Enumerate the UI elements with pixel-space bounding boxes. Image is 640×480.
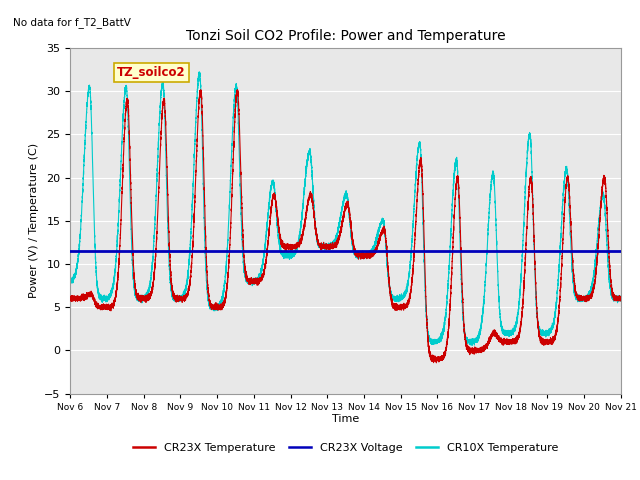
Text: TZ_soilco2: TZ_soilco2 <box>117 66 186 79</box>
Y-axis label: Power (V) / Temperature (C): Power (V) / Temperature (C) <box>29 143 39 299</box>
Text: No data for f_T2_BattV: No data for f_T2_BattV <box>13 17 131 28</box>
Title: Tonzi Soil CO2 Profile: Power and Temperature: Tonzi Soil CO2 Profile: Power and Temper… <box>186 29 506 43</box>
Legend: CR23X Temperature, CR23X Voltage, CR10X Temperature: CR23X Temperature, CR23X Voltage, CR10X … <box>129 438 563 457</box>
X-axis label: Time: Time <box>332 414 359 424</box>
